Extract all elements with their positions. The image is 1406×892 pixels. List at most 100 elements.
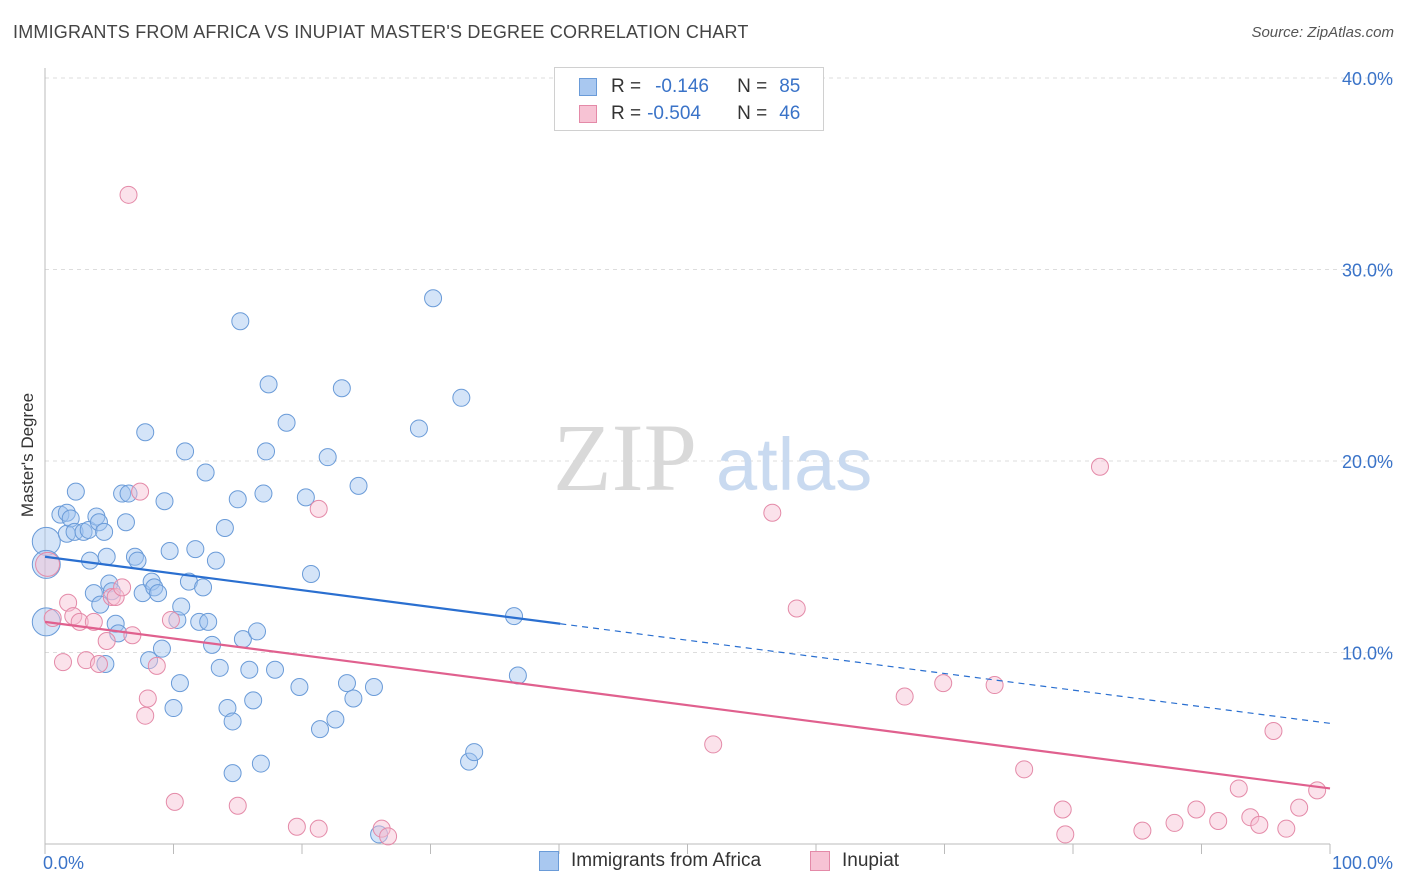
data-point-inupiat: [1165, 813, 1184, 832]
data-point-inupiat: [1015, 760, 1034, 779]
data-point-africa: [301, 564, 320, 583]
data-point-inupiat: [1241, 808, 1260, 827]
data-point-africa: [79, 520, 98, 539]
bottom-legend-swatch-africa: [539, 851, 559, 871]
data-point-inupiat: [1056, 825, 1075, 844]
y-tick-label: 30.0%: [1342, 261, 1393, 281]
data-point-africa: [155, 492, 174, 511]
data-point-inupiat: [84, 612, 103, 631]
data-point-africa: [61, 509, 80, 528]
data-point-africa: [96, 654, 115, 673]
data-point-inupiat: [1090, 457, 1109, 476]
data-point-africa: [206, 551, 225, 570]
data-point-africa: [290, 677, 309, 696]
data-point-africa: [218, 699, 237, 718]
data-point-africa: [51, 505, 70, 524]
data-point-africa: [460, 752, 479, 771]
data-point-africa: [257, 442, 276, 461]
trend-line-inupiat: [44, 620, 1331, 790]
data-point-inupiat: [1277, 819, 1296, 838]
data-point-africa: [194, 578, 213, 597]
chart-title: IMMIGRANTS FROM AFRICA VS INUPIAT MASTER…: [13, 22, 749, 42]
data-point-africa: [164, 699, 183, 718]
data-point-inupiat: [379, 827, 398, 846]
y-tick-label: 20.0%: [1342, 452, 1393, 472]
source-label: Source: ZipAtlas.com: [1251, 24, 1394, 41]
data-point-inupiat: [97, 632, 116, 651]
legend-r-label: R =: [611, 76, 642, 97]
data-point-inupiat: [787, 599, 806, 618]
data-point-africa: [176, 442, 195, 461]
data-point-africa: [251, 754, 270, 773]
x-tick-label: 100.0%: [1332, 853, 1393, 873]
legend-swatch-inupiat: [579, 105, 597, 123]
bottom-legend-inupiat[interactable]: Inupiat: [810, 850, 899, 872]
legend-n-label: N =: [737, 103, 768, 124]
legend-n-value: 46: [779, 103, 801, 124]
data-point-africa: [277, 413, 296, 432]
data-point-africa: [149, 584, 168, 603]
data-point-africa: [240, 660, 259, 679]
data-point-inupiat: [287, 817, 306, 836]
watermark: ZIP atlas: [553, 404, 872, 511]
data-point-africa: [186, 540, 205, 559]
data-point-africa: [231, 312, 250, 331]
tick-labels: 10.0% 20.0% 30.0% 40.0% 0.0% 100.0%: [43, 69, 1393, 873]
data-point-inupiat: [1133, 821, 1152, 840]
data-point-africa: [210, 658, 229, 677]
data-point-africa: [344, 689, 363, 708]
data-point-inupiat: [309, 499, 328, 518]
data-point-inupiat: [763, 503, 782, 522]
data-point-africa: [337, 674, 356, 693]
data-point-inupiat: [123, 626, 142, 645]
data-point-inupiat: [1308, 781, 1327, 800]
data-point-africa: [136, 423, 155, 442]
data-point-africa: [160, 542, 179, 561]
series-inupiat-points: [35, 185, 1327, 846]
data-point-inupiat: [119, 185, 138, 204]
data-point-inupiat: [1187, 800, 1206, 819]
data-point-africa: [310, 720, 329, 739]
data-point-inupiat: [106, 587, 125, 606]
bottom-legend-africa[interactable]: Immigrants from Africa: [539, 850, 761, 872]
data-point-africa: [196, 463, 215, 482]
data-point-africa: [465, 743, 484, 762]
data-point-africa: [248, 622, 267, 641]
bottom-legend-label-inupiat: Inupiat: [842, 850, 900, 871]
trend-line-africa-extension: [560, 623, 1331, 724]
bottom-legend-label-africa: Immigrants from Africa: [571, 850, 762, 871]
legend: R = -0.146 N = 85 R = -0.504 N = 46: [554, 67, 824, 131]
data-point-africa: [424, 289, 443, 308]
data-point-inupiat: [309, 819, 328, 838]
data-point-africa: [326, 710, 345, 729]
data-point-inupiat: [131, 482, 150, 501]
data-point-africa: [266, 660, 285, 679]
data-point-africa: [128, 551, 147, 570]
axes-layer: [44, 68, 1331, 854]
data-point-africa: [170, 674, 189, 693]
data-point-africa: [95, 522, 114, 541]
data-point-africa: [259, 375, 278, 394]
trend-lines: [44, 555, 1331, 790]
data-point-inupiat: [138, 689, 157, 708]
data-point-inupiat: [895, 687, 914, 706]
data-point-inupiat: [1264, 722, 1283, 741]
data-point-africa: [223, 712, 242, 731]
data-point-africa: [152, 639, 171, 658]
watermark-atlas: atlas: [716, 423, 872, 506]
data-point-africa: [318, 448, 337, 467]
data-point-africa: [113, 484, 132, 503]
data-point-africa: [89, 513, 108, 532]
data-point-inupiat: [704, 735, 723, 754]
grid-layer: [45, 77, 1395, 653]
data-point-inupiat: [147, 656, 166, 675]
legend-swatch-africa: [579, 78, 597, 96]
data-point-africa: [296, 488, 315, 507]
data-point-inupiat: [1290, 798, 1309, 817]
data-point-africa: [223, 764, 242, 783]
data-point-africa: [409, 419, 428, 438]
data-point-inupiat: [1053, 800, 1072, 819]
data-point-africa: [364, 677, 383, 696]
legend-row-inupiat: R = -0.504 N = 46: [579, 102, 800, 126]
data-point-africa: [66, 482, 85, 501]
